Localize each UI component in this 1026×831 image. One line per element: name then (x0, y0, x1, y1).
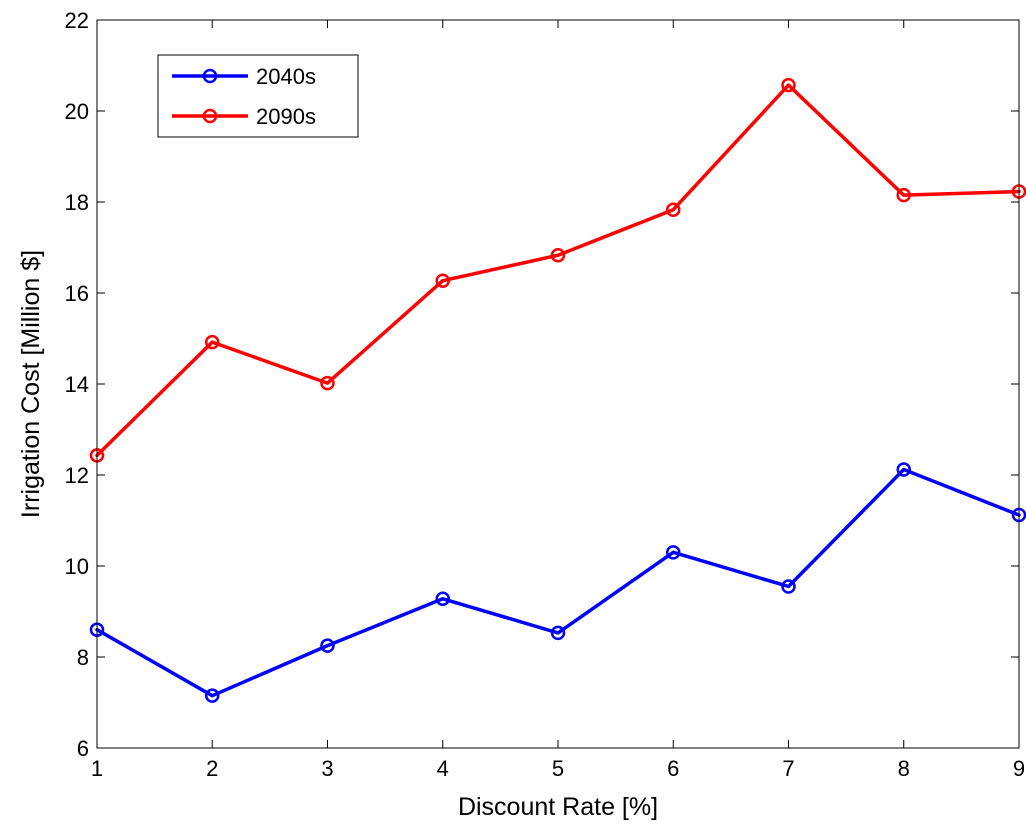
series-layer (89, 77, 1026, 703)
y-axis-label: Irrigation Cost [Million $] (17, 250, 45, 518)
data-point-2040s (666, 545, 681, 560)
data-point-2090s (550, 247, 566, 263)
legend-items: 2040s 2090s (172, 64, 316, 129)
legend-label-2090s: 2090s (256, 104, 316, 129)
data-point-2090s (320, 375, 335, 391)
y-tick-label: 20 (65, 99, 89, 124)
legend: 2040s 2090s (157, 54, 359, 138)
data-point-2040s (550, 625, 566, 641)
x-tick-label: 4 (437, 756, 449, 781)
data-point-2040s (205, 688, 220, 703)
series-line-2040s (95, 467, 1021, 698)
y-tick-label: 18 (65, 190, 89, 215)
x-tick-label: 5 (552, 756, 564, 781)
y-tick-label: 16 (65, 281, 89, 306)
data-point-2090s (896, 187, 911, 203)
series-line-2090s (95, 83, 1021, 458)
x-tick-label: 7 (782, 756, 794, 781)
legend-marker-2040s (202, 68, 218, 84)
legend-marker-2090s (202, 108, 218, 124)
x-tick-label: 6 (667, 756, 679, 781)
y-tick-label: 6 (77, 736, 89, 761)
y-tick-label: 12 (65, 463, 89, 488)
y-tick-label: 22 (65, 8, 89, 33)
data-point-2040s (320, 638, 335, 653)
data-point-2040s (435, 591, 450, 607)
data-point-2090s (435, 273, 450, 288)
y-tick-label: 10 (65, 554, 89, 579)
x-tick-label: 3 (321, 756, 333, 781)
legend-label-2040s: 2040s (256, 64, 316, 89)
data-point-2040s (896, 462, 911, 477)
data-point-2090s (781, 77, 796, 93)
y-tick-label: 14 (65, 372, 89, 397)
data-point-2040s (781, 579, 796, 594)
x-tick-label: 1 (91, 756, 103, 781)
legend-box (157, 54, 359, 138)
x-tick-label: 8 (898, 756, 910, 781)
x-tick-label: 9 (1013, 756, 1025, 781)
x-tick-label: 2 (206, 756, 218, 781)
x-axis-label: Discount Rate [%] (458, 793, 658, 821)
data-point-2090s (666, 202, 681, 217)
y-tick-label: 8 (77, 645, 89, 670)
data-point-2090s (205, 334, 220, 350)
